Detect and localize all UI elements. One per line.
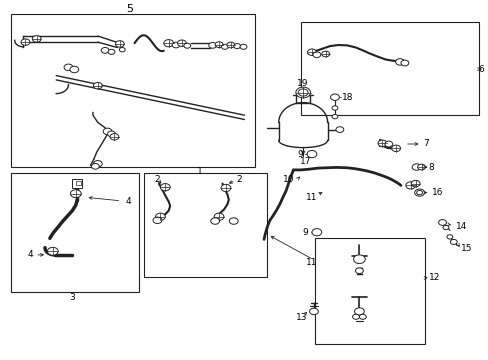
Circle shape xyxy=(93,82,102,89)
Circle shape xyxy=(312,52,320,58)
Bar xyxy=(300,22,478,115)
Text: 11: 11 xyxy=(305,193,317,202)
Text: 16: 16 xyxy=(431,188,443,197)
Circle shape xyxy=(226,42,234,48)
Circle shape xyxy=(221,184,230,192)
Circle shape xyxy=(306,150,316,158)
Text: 4: 4 xyxy=(125,197,131,206)
Text: 17: 17 xyxy=(299,157,311,166)
Circle shape xyxy=(47,247,58,255)
Circle shape xyxy=(321,51,329,57)
Circle shape xyxy=(210,218,219,224)
Text: 3: 3 xyxy=(69,292,75,302)
Text: 5: 5 xyxy=(126,4,133,14)
Circle shape xyxy=(330,94,339,100)
Circle shape xyxy=(91,163,99,169)
Circle shape xyxy=(214,213,224,220)
Text: 6: 6 xyxy=(477,65,483,74)
Circle shape xyxy=(377,140,386,147)
Circle shape xyxy=(311,229,321,236)
Circle shape xyxy=(438,220,446,225)
Circle shape xyxy=(229,218,238,224)
Circle shape xyxy=(177,40,186,46)
Circle shape xyxy=(410,180,419,187)
Circle shape xyxy=(107,131,115,137)
Circle shape xyxy=(70,190,81,198)
Circle shape xyxy=(331,106,337,110)
Circle shape xyxy=(400,60,408,66)
Circle shape xyxy=(411,164,420,170)
Circle shape xyxy=(354,308,364,315)
Text: 8: 8 xyxy=(428,163,434,171)
Text: 1: 1 xyxy=(196,166,202,175)
Text: 9: 9 xyxy=(296,150,302,158)
Circle shape xyxy=(395,59,404,65)
Circle shape xyxy=(335,127,343,132)
Circle shape xyxy=(414,189,424,196)
Text: 10: 10 xyxy=(282,175,294,184)
Circle shape xyxy=(163,40,173,47)
Circle shape xyxy=(103,128,112,135)
Circle shape xyxy=(101,48,109,53)
Circle shape xyxy=(331,114,337,119)
Circle shape xyxy=(295,87,310,98)
Bar xyxy=(72,179,82,188)
Circle shape xyxy=(21,39,30,45)
Text: 2: 2 xyxy=(154,175,160,184)
Bar xyxy=(11,14,255,167)
Circle shape xyxy=(307,49,316,55)
Text: 11: 11 xyxy=(305,258,317,266)
Circle shape xyxy=(64,64,73,71)
Circle shape xyxy=(442,225,448,230)
Circle shape xyxy=(416,190,422,195)
Bar xyxy=(11,173,139,292)
Circle shape xyxy=(240,44,246,49)
Circle shape xyxy=(221,44,228,49)
Circle shape xyxy=(446,235,452,239)
Bar xyxy=(315,238,425,344)
Circle shape xyxy=(355,268,363,274)
Circle shape xyxy=(353,255,365,264)
Text: 12: 12 xyxy=(428,274,440,282)
Circle shape xyxy=(309,308,318,315)
Text: 9: 9 xyxy=(302,228,308,237)
Circle shape xyxy=(405,182,415,189)
Circle shape xyxy=(155,213,165,220)
Circle shape xyxy=(119,48,125,52)
Circle shape xyxy=(208,42,216,48)
Circle shape xyxy=(160,184,170,191)
Text: 7: 7 xyxy=(423,139,428,148)
Text: 15: 15 xyxy=(460,244,471,253)
Circle shape xyxy=(153,217,162,224)
Circle shape xyxy=(215,42,223,48)
Circle shape xyxy=(298,89,307,96)
Text: 4: 4 xyxy=(27,251,33,259)
Circle shape xyxy=(108,49,115,54)
Circle shape xyxy=(183,43,190,48)
Circle shape xyxy=(115,41,124,47)
Circle shape xyxy=(352,314,359,319)
Bar xyxy=(144,173,266,277)
Circle shape xyxy=(359,314,366,319)
Text: 13: 13 xyxy=(296,313,307,322)
Circle shape xyxy=(93,161,102,167)
Circle shape xyxy=(110,134,119,140)
Circle shape xyxy=(70,66,79,73)
Circle shape xyxy=(32,36,41,42)
Bar xyxy=(76,181,81,185)
Circle shape xyxy=(384,141,392,147)
Circle shape xyxy=(417,164,425,170)
Circle shape xyxy=(172,42,180,48)
Circle shape xyxy=(449,239,456,244)
Text: 14: 14 xyxy=(455,222,466,231)
Circle shape xyxy=(391,145,400,152)
Text: 18: 18 xyxy=(342,93,353,102)
Circle shape xyxy=(233,44,240,49)
Text: 2: 2 xyxy=(236,175,242,184)
Text: 19: 19 xyxy=(297,79,308,88)
